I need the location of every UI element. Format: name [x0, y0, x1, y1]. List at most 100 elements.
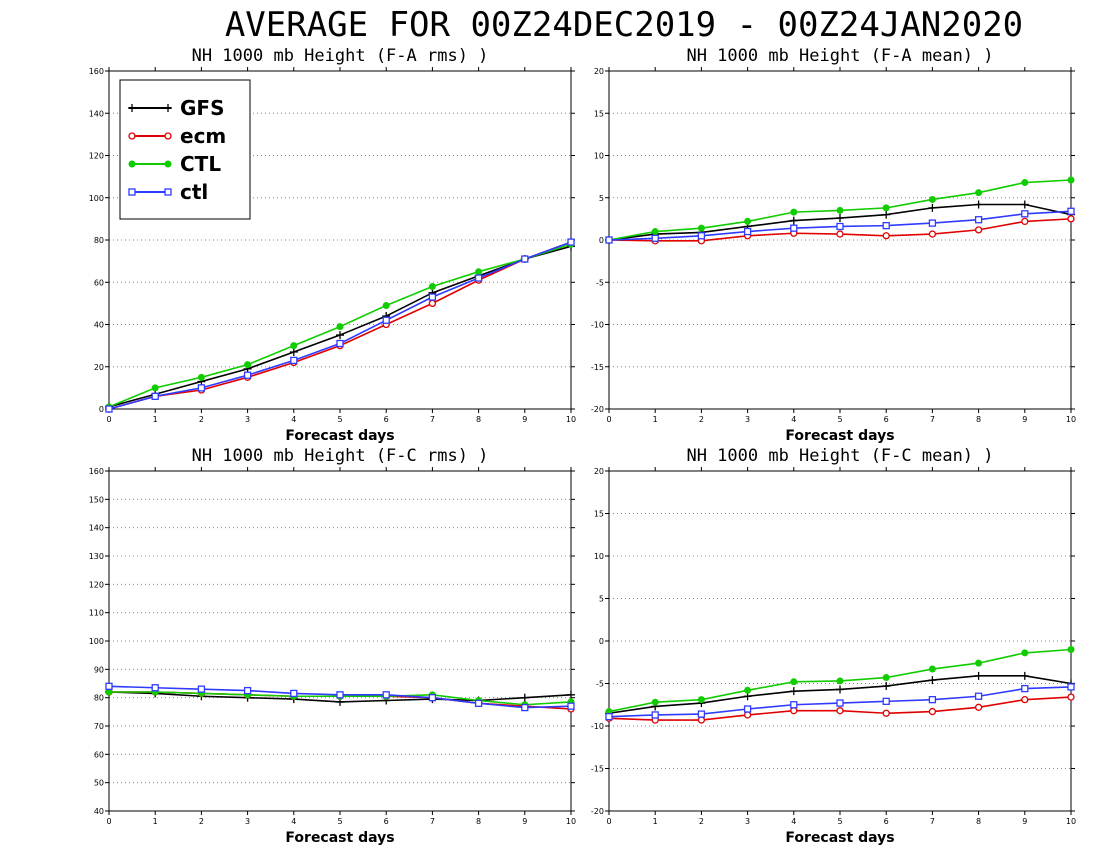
data-point-ctl — [243, 371, 252, 379]
data-point-ctl — [521, 703, 529, 712]
data-point-CTL — [836, 206, 844, 214]
data-point-CTL — [928, 665, 936, 673]
legend-marker-GFS — [128, 104, 136, 112]
x-tick-label: 6 — [884, 817, 889, 826]
x-tick-label: 2 — [699, 817, 704, 826]
y-tick-label: -20 — [591, 405, 604, 414]
y-tick-label: 10 — [594, 552, 604, 561]
data-point-ctl — [697, 710, 706, 718]
data-point-ctl — [1067, 207, 1075, 215]
chart-panel-4: NH 1000 mb Height (F-C mean) ) -20 -15 -10 -… — [591, 446, 1076, 846]
series-CTL — [605, 646, 1075, 716]
data-point-ecm — [882, 709, 890, 717]
legend-marker-ctl — [164, 188, 172, 196]
data-point-CTL — [697, 224, 705, 232]
y-tick-label: 160 — [89, 467, 104, 476]
y-tick-label: 5 — [599, 194, 604, 203]
x-tick-label: 9 — [522, 415, 527, 424]
data-point-ctl — [428, 694, 437, 702]
data-point-CTL — [744, 217, 752, 225]
data-point-CTL — [382, 301, 390, 309]
x-tick-label: 2 — [199, 415, 204, 424]
x-axis-label: Forecast days — [285, 830, 394, 846]
y-tick-label: 20 — [94, 363, 104, 372]
legend-marker-ecm — [128, 132, 136, 140]
chart-panel-2: NH 1000 mb Height (F-A mean) ) -20 -15 -10 -… — [591, 46, 1076, 444]
data-point-ctl — [105, 682, 113, 690]
x-tick-label: 6 — [884, 415, 889, 424]
panel-title: NH 1000 mb Height (F-C mean) ) — [686, 446, 993, 466]
data-point-GFS — [974, 671, 983, 680]
x-tick-label: 7 — [930, 817, 935, 826]
y-tick-label: -10 — [591, 722, 604, 731]
data-point-GFS — [520, 693, 529, 702]
x-tick-label: 9 — [1022, 415, 1027, 424]
y-tick-label: 20 — [594, 67, 604, 76]
data-point-ctl — [151, 392, 159, 400]
data-point-CTL — [790, 208, 798, 216]
data-point-ctl — [567, 238, 575, 246]
data-point-ctl — [336, 339, 344, 348]
figure-title: AVERAGE FOR 00Z24DEC2019 - 00Z24JAN2020 — [225, 5, 1023, 45]
data-point-ctl — [928, 696, 937, 704]
y-tick-label: 15 — [594, 109, 604, 118]
data-point-GFS — [882, 210, 891, 219]
data-point-GFS — [789, 687, 798, 696]
data-point-CTL — [882, 674, 890, 682]
data-point-ctl — [151, 684, 159, 692]
y-tick-label: 90 — [94, 665, 104, 674]
data-point-ctl — [105, 405, 113, 413]
y-tick-label: 20 — [594, 467, 604, 476]
data-point-CTL — [1067, 646, 1075, 653]
legend-marker-CTL — [128, 160, 136, 168]
x-tick-label: 6 — [384, 415, 389, 424]
data-point-ctl — [605, 236, 613, 244]
y-tick-label: 5 — [599, 595, 604, 604]
y-tick-label: -10 — [591, 321, 604, 330]
x-axis-label: Forecast days — [785, 830, 894, 846]
y-tick-label: 140 — [89, 109, 104, 118]
y-tick-label: 70 — [94, 722, 104, 731]
y-tick-label: 60 — [94, 750, 104, 759]
x-tick-label: 2 — [699, 415, 704, 424]
x-tick-label: 10 — [1066, 817, 1076, 826]
y-tick-label: 80 — [94, 694, 104, 703]
data-point-ctl — [197, 384, 206, 392]
x-tick-label: 0 — [606, 415, 611, 424]
data-point-ctl — [290, 356, 298, 365]
y-tick-label: 0 — [599, 637, 604, 646]
x-tick-label: 3 — [245, 415, 250, 424]
y-tick-label: 100 — [89, 637, 104, 646]
data-point-ecm — [1021, 696, 1029, 704]
data-point-GFS — [1020, 671, 1029, 680]
data-point-ctl — [836, 699, 844, 707]
data-point-ctl — [1067, 683, 1075, 691]
panel-title: NH 1000 mb Height (F-A rms) ) — [192, 46, 489, 66]
data-point-CTL — [1021, 179, 1029, 187]
x-tick-label: 9 — [522, 817, 527, 826]
y-tick-label: 110 — [89, 609, 104, 618]
data-point-ecm — [697, 716, 706, 724]
data-point-ctl — [974, 692, 983, 700]
data-point-GFS — [882, 682, 891, 691]
y-tick-label: -5 — [596, 278, 604, 287]
x-tick-label: 1 — [153, 415, 158, 424]
data-point-GFS — [1020, 200, 1029, 209]
data-point-GFS — [789, 216, 798, 225]
x-tick-label: 0 — [106, 817, 111, 826]
data-point-ctl — [567, 702, 575, 710]
series-ctl — [605, 683, 1075, 721]
y-tick-label: 130 — [89, 552, 104, 561]
legend-label-CTL: CTL — [180, 152, 221, 176]
x-tick-label: 4 — [791, 415, 796, 424]
data-point-CTL — [428, 282, 436, 290]
data-point-GFS — [836, 214, 844, 223]
y-tick-label: 50 — [94, 779, 104, 788]
x-tick-label: 5 — [337, 817, 342, 826]
x-tick-label: 5 — [837, 415, 842, 424]
x-tick-label: 8 — [476, 817, 481, 826]
y-tick-label: -15 — [591, 363, 604, 372]
data-point-ecm — [836, 230, 844, 238]
x-tick-label: 3 — [745, 415, 750, 424]
y-tick-label: 40 — [94, 321, 104, 330]
